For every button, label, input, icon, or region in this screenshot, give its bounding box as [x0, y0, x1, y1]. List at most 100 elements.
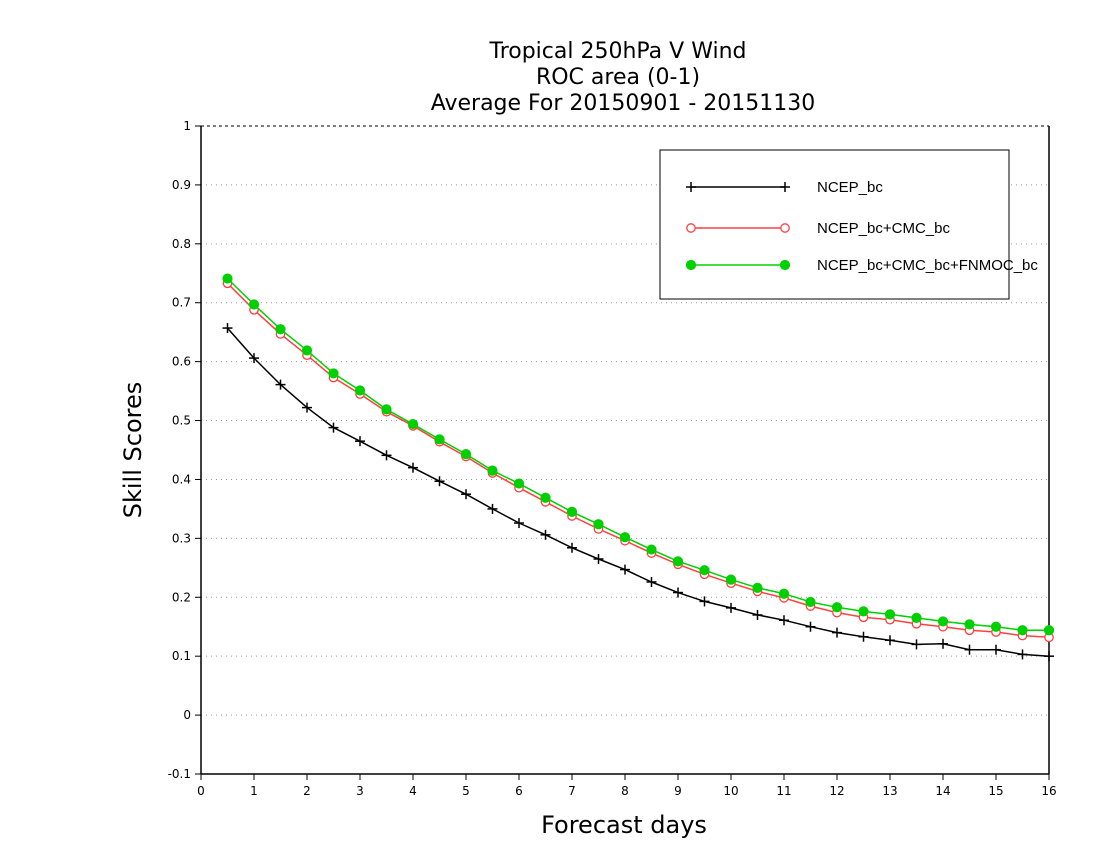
data-point: [884, 609, 896, 620]
data-point: [990, 621, 1002, 632]
data-point: [328, 422, 339, 433]
data-point: [567, 542, 577, 553]
data-point: [672, 556, 684, 567]
data-point: [487, 465, 498, 476]
data-point: [964, 619, 975, 630]
data-point: [831, 602, 843, 613]
title-line-1: Tropical 250hPa V Wind: [488, 39, 746, 64]
data-point: [991, 644, 1001, 655]
data-point: [858, 606, 869, 617]
data-point: [779, 259, 791, 271]
data-point: [222, 323, 233, 334]
x-tick-label: 12: [829, 784, 844, 798]
y-tick-label: 1: [183, 119, 191, 133]
data-point: [911, 639, 922, 650]
data-point: [885, 635, 895, 646]
data-point: [514, 518, 524, 529]
x-tick-label: 9: [674, 784, 682, 798]
data-point: [408, 462, 418, 473]
x-tick-label: 1: [250, 784, 258, 798]
data-point: [858, 631, 869, 642]
data-point: [805, 621, 816, 632]
data-point: [593, 519, 604, 530]
data-point: [354, 385, 366, 396]
y-axis-ticks: -0.1 0 0.1 0.2 0.3 0.4 0.5 0.6 0.7 0.8 0.9 1: [168, 119, 201, 781]
data-point: [487, 503, 498, 514]
x-tick-label: 6: [515, 784, 523, 798]
legend-entry-1: NCEP_bc: [686, 179, 883, 196]
y-tick-label: 0.4: [172, 472, 191, 486]
y-tick-label: 0.5: [172, 414, 191, 428]
data-point: [1017, 625, 1028, 636]
data-point: [1017, 649, 1028, 660]
y-tick-label: 0.6: [172, 355, 191, 369]
y-tick-label: 0.2: [172, 590, 191, 604]
y-tick-label: 0: [183, 708, 191, 722]
data-point: [685, 259, 697, 271]
data-point: [302, 402, 312, 413]
legend: NCEP_bc NCEP_bc+CMC_bc NCEP_bc+CMC_bc+FNMO…: [659, 149, 1038, 300]
y-tick-label: 0.7: [172, 296, 191, 310]
x-tick-label: 10: [723, 784, 738, 798]
data-point: [381, 450, 392, 461]
legend-entry-2: NCEP_bc+CMC_bc: [686, 220, 950, 237]
x-tick-label: 16: [1041, 784, 1056, 798]
data-point: [646, 576, 657, 587]
data-point: [355, 436, 365, 447]
y-axis-label: Skill Scores: [119, 382, 147, 519]
data-point: [407, 418, 419, 430]
legend-label: NCEP_bc+CMC_bc: [817, 220, 950, 237]
data-point: [434, 434, 445, 445]
data-point: [248, 299, 260, 310]
data-point: [461, 489, 471, 500]
data-point: [937, 616, 949, 627]
series-line: [226, 282, 1050, 639]
data-point: [1044, 651, 1054, 662]
x-tick-label: 3: [356, 784, 364, 798]
y-tick-label: 0.9: [172, 178, 191, 192]
x-tick-label: 4: [409, 784, 417, 798]
data-point: [699, 565, 710, 576]
x-axis-ticks: 0 1 2 3 4 5 6 7 8 9 10 11 12 13 14 15 16: [197, 774, 1057, 798]
data-point: [752, 609, 763, 620]
data-point: [381, 404, 392, 415]
data-point: [686, 223, 696, 233]
data-point: [275, 324, 286, 335]
data-point: [434, 476, 445, 487]
data-point: [725, 574, 737, 585]
data-point: [593, 553, 604, 564]
chart-title: Tropical 250hPa V Wind ROC area (0-1) Av…: [431, 39, 816, 116]
series: [222, 273, 1055, 662]
x-tick-label: 2: [303, 784, 311, 798]
data-point: [752, 582, 763, 593]
data-point: [780, 182, 790, 192]
x-tick-label: 15: [988, 784, 1003, 798]
series-2: [222, 278, 1054, 643]
legend-box: [659, 149, 1010, 300]
data-point: [964, 644, 975, 655]
series-1: [222, 323, 1054, 662]
data-point: [620, 564, 630, 575]
data-point: [301, 345, 313, 356]
data-point: [275, 379, 286, 390]
data-point: [686, 182, 696, 192]
x-tick-label: 0: [197, 784, 205, 798]
data-point: [646, 544, 657, 555]
data-point: [779, 615, 789, 626]
x-tick-label: 14: [935, 784, 950, 798]
x-tick-label: 5: [462, 784, 470, 798]
data-point: [780, 223, 790, 233]
y-tick-label: 0.8: [172, 237, 191, 251]
data-point: [249, 353, 259, 364]
series-3: [222, 273, 1055, 636]
legend-label: NCEP_bc: [817, 179, 883, 196]
y-tick-label: 0.1: [172, 649, 191, 663]
x-tick-label: 11: [776, 784, 791, 798]
data-point: [513, 478, 525, 489]
legend-label: NCEP_bc+CMC_bc+FNMOC_bc: [817, 257, 1038, 274]
data-point: [328, 368, 339, 379]
data-point: [726, 602, 736, 613]
data-point: [832, 627, 842, 638]
data-point: [222, 273, 233, 284]
